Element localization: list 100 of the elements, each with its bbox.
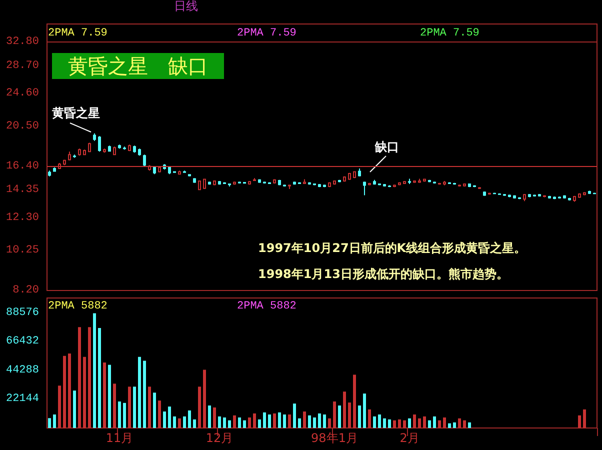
candlestick [248, 180, 251, 186]
x-tick-label: 2月 [400, 431, 420, 445]
candlestick [98, 136, 101, 152]
candlestick [178, 170, 181, 176]
bar [418, 418, 421, 428]
bar [288, 414, 291, 428]
y-tick-label: 44288 [6, 364, 39, 376]
candlestick [578, 192, 581, 198]
annotation: 1998年1月13日形成低开的缺口。熊市趋势。 [258, 267, 508, 281]
bar [348, 402, 351, 428]
bar [103, 362, 106, 428]
bar [468, 422, 471, 428]
candlestick [343, 176, 346, 182]
candlestick [108, 145, 111, 152]
candlestick [288, 184, 291, 190]
candlestick [48, 170, 51, 177]
bar [163, 411, 166, 428]
x-tick-label: 12月 [206, 431, 234, 445]
bar [363, 394, 366, 428]
bar [278, 412, 281, 428]
bar [338, 406, 341, 428]
bar [253, 413, 256, 428]
bar [293, 404, 296, 428]
bar [183, 416, 186, 428]
candlestick [558, 196, 561, 199]
bar [353, 374, 356, 428]
bar [458, 418, 461, 428]
candlestick [408, 178, 411, 185]
bar [393, 420, 396, 428]
bar [398, 419, 401, 428]
bar [333, 401, 336, 428]
y-tick-label: 20.50 [6, 120, 39, 132]
text: 2PMA 7.59 [420, 28, 480, 40]
y-tick-label: 8.20 [12, 284, 39, 296]
candlestick [103, 148, 106, 154]
bar [433, 416, 436, 428]
bar [298, 418, 301, 428]
bar [263, 412, 266, 428]
x-tick-label: 11月 [106, 431, 134, 445]
annotation: 1997年10月27日前后的K线组合形成黄昏之星。 [258, 241, 526, 255]
bar [78, 327, 81, 428]
candlestick [403, 180, 406, 185]
bar [443, 417, 446, 428]
candlestick [393, 184, 396, 188]
candlestick [53, 166, 56, 172]
candlestick [78, 148, 81, 156]
bar [323, 414, 326, 428]
bar [133, 386, 136, 428]
bar [223, 417, 226, 428]
candlestick [548, 195, 551, 199]
bar [358, 406, 361, 428]
candlestick [258, 178, 261, 184]
candlestick [198, 180, 201, 191]
bar [48, 418, 51, 428]
candlestick [138, 148, 141, 156]
bar [213, 407, 216, 428]
candlestick [118, 144, 121, 150]
bar [198, 386, 201, 428]
candlestick [188, 174, 191, 177]
candlestick [93, 132, 96, 142]
bar [383, 418, 386, 428]
bar [243, 420, 246, 428]
candlestick [398, 182, 401, 186]
candlestick [333, 180, 336, 186]
y-tick-label: 16.40 [6, 160, 39, 172]
candlestick [173, 170, 176, 174]
candlestick [113, 146, 116, 156]
candlestick [438, 182, 441, 186]
candlestick [478, 186, 481, 190]
candlestick [523, 193, 526, 202]
bar [238, 417, 241, 428]
y-tick-label: 14.35 [6, 184, 39, 196]
candlestick [353, 170, 356, 179]
bar [438, 420, 441, 428]
candlestick [143, 154, 146, 167]
bar [318, 413, 321, 428]
candlestick [583, 192, 586, 196]
candlestick [418, 178, 421, 184]
candlestick [528, 193, 531, 198]
y-tick-label: 88576 [6, 306, 39, 319]
y-tick-label: 24.60 [6, 88, 39, 100]
candlestick [133, 145, 136, 154]
bar [273, 413, 276, 428]
bar [268, 414, 271, 428]
candlestick [543, 194, 546, 198]
candlestick [368, 182, 371, 186]
candlestick [168, 166, 171, 175]
y-tick-label: 10.25 [6, 244, 39, 256]
bar [108, 364, 111, 428]
candlestick [488, 192, 491, 196]
bar [113, 384, 116, 428]
bar [258, 419, 261, 428]
candlestick [68, 151, 71, 161]
text: 2PMA 7.59 [48, 28, 108, 40]
candlestick [348, 172, 351, 180]
candlestick [413, 180, 416, 184]
bar [578, 415, 581, 428]
bar [168, 406, 171, 428]
bar [343, 392, 346, 428]
candlestick [483, 190, 486, 196]
